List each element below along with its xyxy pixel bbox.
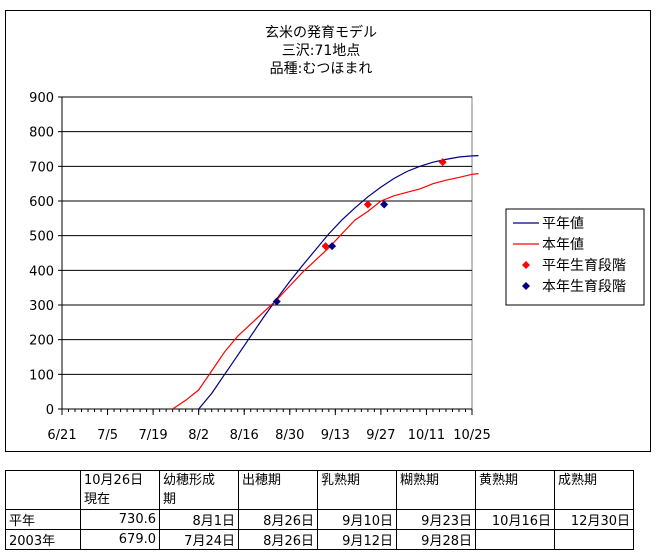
y-tick-label: 700 (29, 160, 54, 175)
x-tick-label: 9/13 (321, 428, 350, 443)
table-cell: 10月16日 (475, 509, 555, 530)
x-tick-label: 9/27 (366, 428, 395, 443)
stage-marker-0 (363, 200, 372, 209)
growth-stage-table: 10月26日 現在 幼穂形成期出穂期 乳熟期 糊熟期 黄熟期 成熟期 平年 730.6 8月1日 8… (5, 470, 634, 550)
table-row-label: 2003年 (5, 529, 81, 550)
y-tick-label: 800 (29, 126, 54, 141)
x-tick-label: 8/16 (230, 428, 259, 443)
stage-marker-1 (272, 297, 281, 306)
legend-label: 平年値 (542, 216, 584, 232)
table-cell: 9月23日 (396, 509, 476, 530)
y-tick-label: 400 (29, 264, 54, 279)
table-header-cell: 糊熟期 (396, 470, 476, 510)
table-cell: 9月28日 (396, 529, 476, 550)
series-line-0 (198, 155, 479, 410)
table-cell: 679.0 (80, 529, 160, 550)
table-header-cell: 10月26日 現在 (80, 470, 160, 510)
stage-marker-0 (438, 158, 447, 167)
legend-marker-swatch (522, 282, 530, 290)
plot-area: 0 100 200 300 400 500 600 700 800 900 6/21 7/5 7/19 8… (29, 91, 491, 443)
legend-label: 平年生育段階 (542, 258, 626, 274)
table-cell: 9月12日 (317, 529, 397, 550)
stage-marker-1 (328, 242, 337, 251)
legend-label: 本年値 (542, 237, 584, 253)
x-tick-label: 10/25 (453, 428, 490, 443)
chart-title: 玄米の発育モデル 三沢:71地点 品種:むつほまれ (265, 24, 377, 77)
legend-marker-swatch (522, 261, 530, 269)
table-header-cell (5, 470, 81, 510)
plot-background (61, 96, 473, 410)
stage-marker-1 (380, 200, 389, 209)
y-tick-label: 0 (46, 403, 54, 418)
stage-marker-0 (321, 242, 330, 251)
x-tick-label: 6/21 (47, 428, 76, 443)
table-row: 2003年 679.0 7月24日 8月26日 9月12日 9月28日 (5, 529, 634, 550)
legend-label: 本年生育段階 (542, 279, 626, 295)
chart-frame: 玄米の発育モデル 三沢:71地点 品種:むつほまれ 0 100 200 300 400 5… (5, 10, 651, 452)
y-tick-label: 600 (29, 195, 54, 210)
y-tick-label: 200 (29, 334, 54, 349)
table-cell (475, 529, 555, 550)
y-tick-label: 900 (29, 91, 54, 106)
table-cell: 8月26日 (238, 529, 318, 550)
x-tick-label: 10/11 (408, 428, 445, 443)
table-row: 平年 730.6 8月1日 8月26日 9月10日 9月23日 10月16日 12月30日 (5, 509, 634, 530)
legend-box (505, 208, 645, 306)
table-cell: 9月10日 (317, 509, 397, 530)
y-tick-label: 500 (29, 230, 54, 245)
table-cell: 12月30日 (554, 509, 634, 530)
x-tick-label: 8/30 (275, 428, 304, 443)
chart-svg: 玄米の発育モデル 三沢:71地点 品種:むつほまれ 0 100 200 300 400 5… (29, 24, 645, 443)
table-row-label: 平年 (5, 509, 81, 530)
chart-title-line-3: 品種:むつほまれ (270, 61, 373, 77)
x-tick-label: 8/2 (188, 428, 209, 443)
table-cell: 8月26日 (238, 509, 318, 530)
chart-title-line-2: 三沢:71地点 (282, 43, 361, 59)
series-line-1 (172, 173, 479, 410)
table-cell: 730.6 (80, 509, 160, 530)
table-header-cell: 出穂期 (238, 470, 318, 510)
y-tick-label: 300 (29, 299, 54, 314)
chart-title-line-1: 玄米の発育モデル (265, 24, 377, 41)
table-cell: 8月1日 (159, 509, 239, 530)
table-header-row: 10月26日 現在 幼穂形成期出穂期 乳熟期 糊熟期 黄熟期 成熟期 (5, 470, 634, 510)
table-cell (554, 529, 634, 550)
table-cell: 7月24日 (159, 529, 239, 550)
x-tick-label: 7/19 (139, 428, 168, 443)
table-header-cell: 乳熟期 (317, 470, 397, 510)
table-header-cell: 幼穂形成期 (159, 470, 239, 510)
table-header-cell: 成熟期 (554, 470, 634, 510)
x-tick-label: 7/5 (97, 428, 118, 443)
y-tick-label: 100 (29, 368, 54, 383)
table-header-cell: 黄熟期 (475, 470, 555, 510)
